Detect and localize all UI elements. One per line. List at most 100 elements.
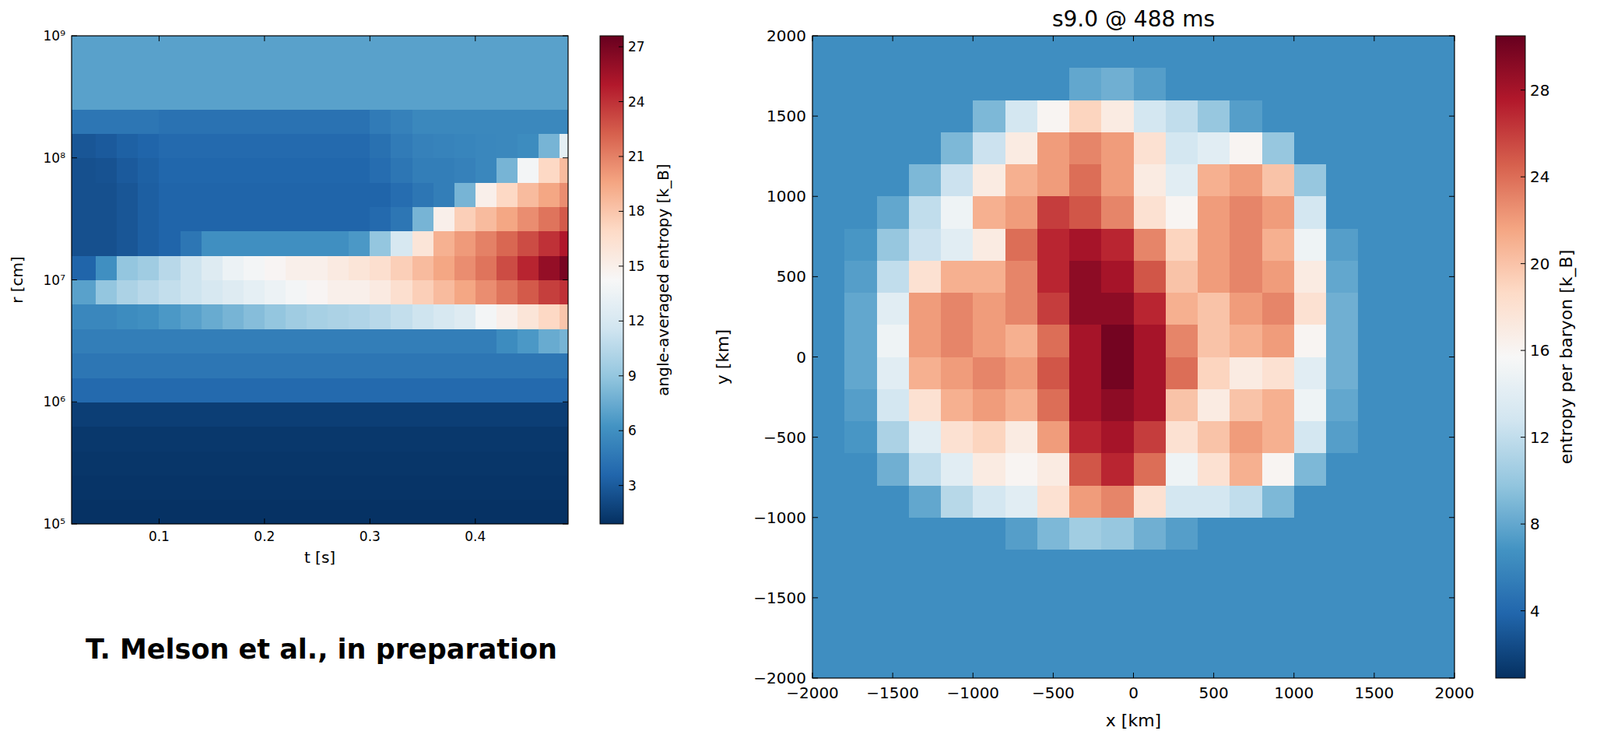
y-tick xyxy=(562,279,569,281)
cell xyxy=(1422,357,1455,390)
cell xyxy=(877,228,910,262)
cell xyxy=(1165,324,1199,358)
cell xyxy=(1037,132,1071,165)
cell xyxy=(812,645,846,678)
cell xyxy=(517,328,540,354)
cell xyxy=(412,206,435,232)
cell xyxy=(243,304,266,330)
cell xyxy=(1390,645,1424,678)
cell xyxy=(517,84,540,110)
cell xyxy=(972,421,1006,454)
cell xyxy=(1357,581,1391,615)
cell xyxy=(1229,35,1263,69)
cell xyxy=(1197,196,1231,229)
cell xyxy=(1133,485,1167,519)
y-tick-label: 10⁸ xyxy=(43,150,67,166)
cell xyxy=(369,59,392,85)
x-tick xyxy=(369,518,371,524)
cell xyxy=(264,280,287,306)
cell xyxy=(412,499,435,524)
cell xyxy=(1294,452,1327,486)
cell xyxy=(222,206,245,232)
cell xyxy=(877,357,910,390)
cell xyxy=(1165,292,1199,326)
cell xyxy=(158,206,181,232)
cell xyxy=(1229,357,1263,390)
cell xyxy=(1326,35,1359,69)
cell xyxy=(158,280,181,306)
cell xyxy=(1390,67,1424,101)
cell xyxy=(95,280,118,306)
cell xyxy=(1069,324,1102,358)
cell xyxy=(116,304,139,330)
y-tick xyxy=(1449,677,1455,679)
cell xyxy=(496,328,519,354)
cell xyxy=(517,255,540,281)
cell xyxy=(180,401,203,427)
cell xyxy=(306,206,329,232)
cell xyxy=(264,377,287,403)
x-tick xyxy=(1213,672,1215,678)
cell xyxy=(812,389,846,422)
cell xyxy=(517,280,540,306)
cell xyxy=(1390,35,1424,69)
cell xyxy=(1005,645,1039,678)
cell xyxy=(116,35,139,61)
cell xyxy=(1390,292,1424,326)
cell xyxy=(559,304,569,330)
cell xyxy=(1390,581,1424,615)
cell xyxy=(285,450,308,476)
colorbar-tick xyxy=(618,101,624,102)
cell xyxy=(264,450,287,476)
cell xyxy=(1101,164,1134,197)
cell xyxy=(475,35,498,61)
cell xyxy=(433,108,456,134)
cell xyxy=(116,499,139,524)
x-tick-label: 0 xyxy=(1128,683,1139,702)
cell xyxy=(1101,324,1134,358)
cell xyxy=(1069,452,1102,486)
cell xyxy=(116,84,139,110)
cell xyxy=(496,401,519,427)
cell xyxy=(116,133,139,158)
cell xyxy=(71,157,97,183)
cell xyxy=(201,280,224,306)
x-tick xyxy=(892,35,894,42)
cell xyxy=(517,108,540,134)
cell xyxy=(454,59,477,85)
cell xyxy=(1326,421,1359,454)
cell xyxy=(285,280,308,306)
cell xyxy=(1294,357,1327,390)
cell xyxy=(908,324,942,358)
cell xyxy=(348,182,371,208)
cell xyxy=(496,84,519,110)
colorbar-tick-label: 21 xyxy=(628,148,646,165)
cell xyxy=(71,304,97,330)
cell xyxy=(180,474,203,500)
cell xyxy=(940,260,974,294)
cell xyxy=(390,231,413,257)
cell xyxy=(496,353,519,379)
cell xyxy=(1133,452,1167,486)
cell xyxy=(517,401,540,427)
cell xyxy=(285,353,308,379)
cell xyxy=(390,499,413,524)
cell xyxy=(180,157,203,183)
cell xyxy=(517,426,540,452)
cell xyxy=(496,377,519,403)
cell xyxy=(137,231,160,257)
cell xyxy=(95,157,118,183)
cell xyxy=(475,157,498,183)
cell xyxy=(1422,67,1455,101)
cell xyxy=(1294,228,1327,262)
cell xyxy=(940,132,974,165)
cell xyxy=(201,182,224,208)
cell xyxy=(222,182,245,208)
cell xyxy=(201,35,224,61)
y-tick xyxy=(1449,596,1455,598)
cell xyxy=(475,206,498,232)
cell xyxy=(369,206,392,232)
cell xyxy=(844,164,878,197)
cell xyxy=(71,353,97,379)
cell xyxy=(1294,164,1327,197)
